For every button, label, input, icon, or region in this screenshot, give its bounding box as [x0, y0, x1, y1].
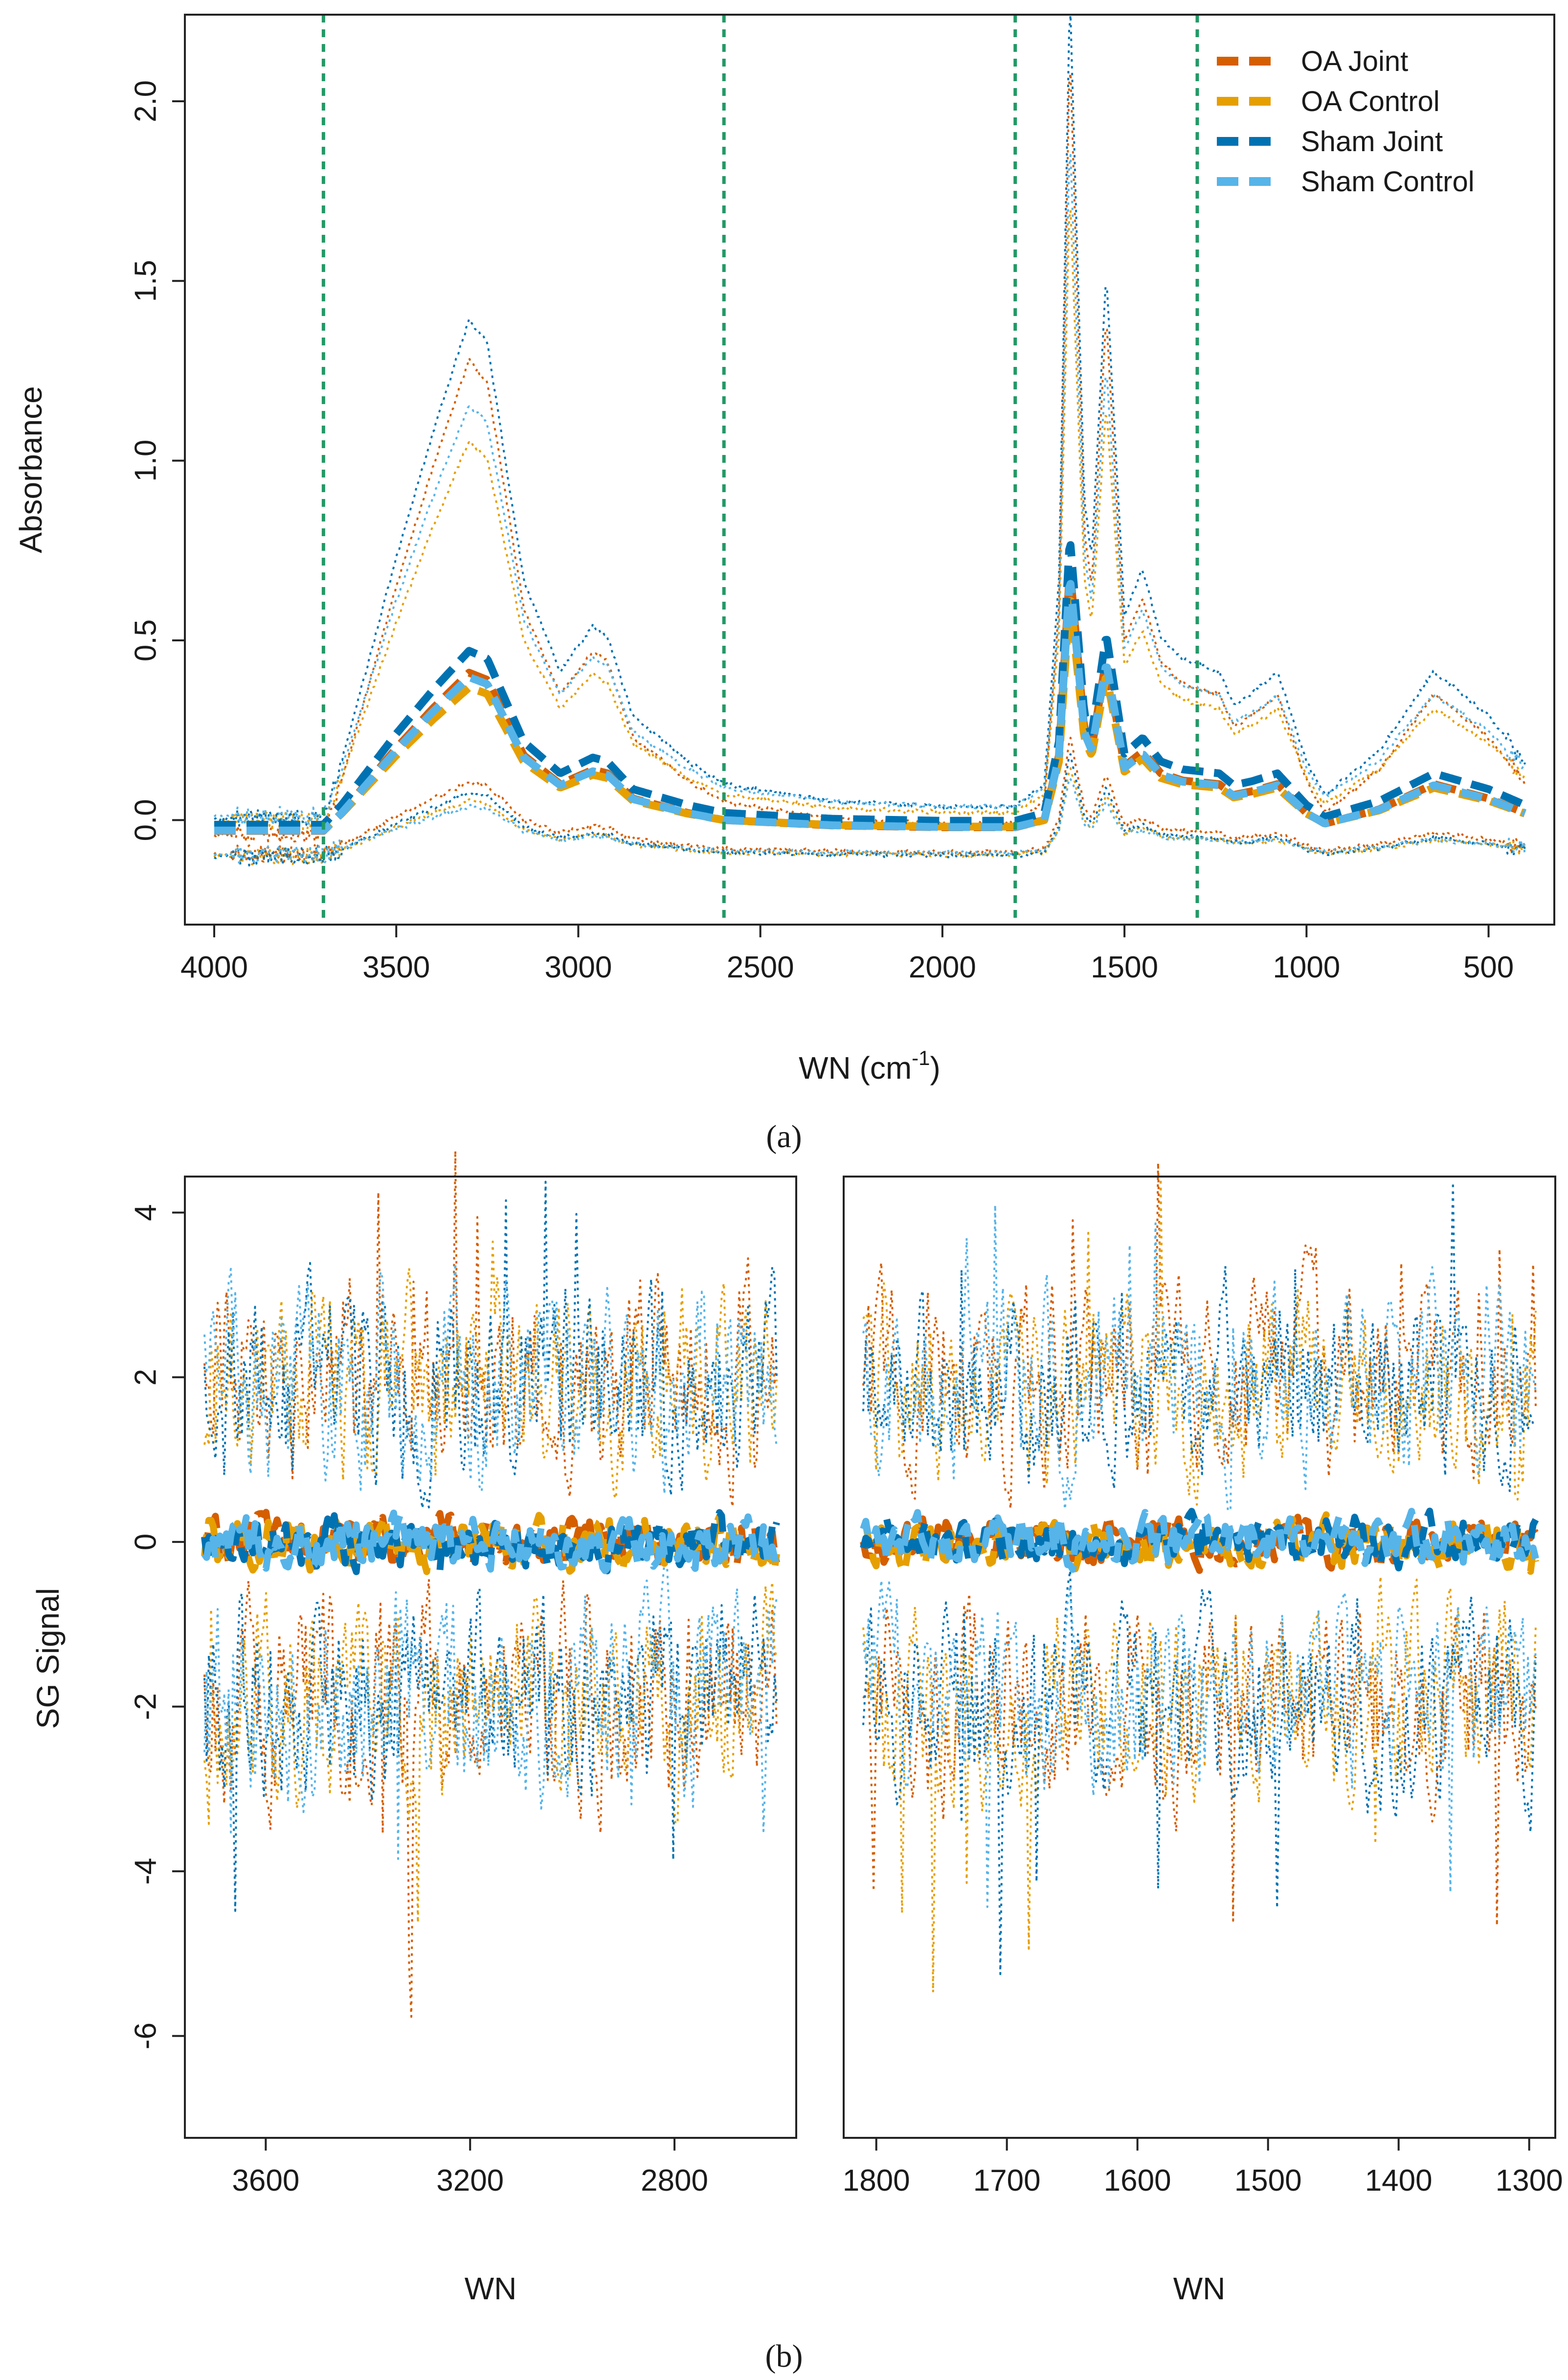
panel-a-x-ticks: 4000 3500 3000 2500 2000 1500 1000 500: [180, 925, 1514, 984]
panel-a-y-tick-label: 0.0: [129, 799, 163, 841]
panel-a-series-line: [212, 580, 1527, 835]
panel-b-right-series-line: [860, 1508, 1539, 1573]
panel-a-y-tick-label: 1.5: [129, 260, 163, 302]
panel-b-left-x-axis-label: WN: [465, 2271, 517, 2306]
panel-a-series-line: [212, 541, 1527, 829]
panel-a-x-tick-label: 3500: [362, 951, 430, 984]
panel-a-y-tick-label: 1.0: [129, 440, 163, 482]
panel-a-x-tick-label: 500: [1463, 951, 1514, 984]
panel-b-left-y-tick-label: -6: [129, 2022, 163, 2049]
panel-a-x-tick-label: 1500: [1091, 951, 1158, 984]
panel-b-y-axis-label: SG Signal: [30, 1588, 66, 1729]
panel-b-right-series-line: [862, 1178, 1537, 1506]
panel-b-right-x-ticks: 1800 1700 1600 1500 1400 1300: [843, 2138, 1563, 2198]
panel-a-x-tick-label: 1000: [1273, 951, 1340, 984]
panel-a-x-axis-label-end: ): [930, 1050, 941, 1086]
panel-a-series-group: [212, 14, 1527, 867]
panel-b-left-x-tick-label: 3600: [232, 2164, 299, 2198]
panel-b-right-chart: 1800 1700 1600 1500 1400 1300 WN: [843, 1161, 1563, 2306]
panel-a-x-tick-label: 4000: [180, 951, 248, 984]
panel-b-right-x-tick-label: 1500: [1234, 2164, 1302, 2198]
panel-a-x-tick-label: 2000: [909, 951, 976, 984]
panel-a-legend-label: Sham Joint: [1301, 126, 1443, 158]
panel-b-left-chart: 3600 3200 2800 -6 -4 -2 0 2 4 WN SG Signal: [30, 1150, 797, 2306]
panel-a-y-tick-label: 0.5: [129, 619, 163, 661]
panel-a-x-tick-label: 3000: [544, 951, 612, 984]
panel-b-left-y-tick-label: 0: [129, 1534, 163, 1550]
panel-b-left-y-tick-label: 4: [129, 1204, 163, 1221]
panel-b-right-series-line: [862, 1161, 1537, 1510]
panel-b-right-x-tick-label: 1600: [1104, 2164, 1171, 2198]
panel-b-right-series-line: [862, 1569, 1537, 1975]
panel-b-left-series-group: [201, 1150, 780, 2018]
panel-b-left-plot-frame: [184, 1176, 797, 2139]
panel-b-left-series-line: [202, 1509, 780, 1574]
panel-a-series-line: [213, 154, 1526, 826]
panel-a-legend-label: OA Joint: [1301, 45, 1408, 77]
panel-b-left-series-line: [203, 1587, 778, 1912]
panel-a-series-line: [214, 209, 1526, 831]
panel-b-right-series-line: [862, 1592, 1537, 1927]
panel-b-left-y-tick-label: 2: [129, 1369, 163, 1385]
panel-a-series-line: [213, 767, 1526, 866]
panel-b-right-x-tick-label: 1400: [1365, 2164, 1433, 2198]
panel-a-caption: (a): [766, 1119, 802, 1155]
panel-b-left-x-tick-label: 2800: [641, 2164, 708, 2198]
panel-a-series-line: [214, 14, 1526, 828]
panel-b-right-series-line: [862, 1204, 1537, 1512]
panel-b-right-x-tick-label: 1300: [1496, 2164, 1563, 2198]
panel-b-left-x-ticks: 3600 3200 2800: [232, 2138, 708, 2198]
panel-b-right-x-tick-label: 1800: [843, 2164, 910, 2198]
panel-a-chart: 4000 3500 3000 2500 2000 1500 1000 500 0.0 0.5 1.…: [13, 14, 1555, 1086]
panel-a-series-line: [214, 777, 1526, 864]
panel-a-x-axis-label-superscript: -1: [912, 1046, 930, 1069]
panel-a-reference-lines: [321, 15, 1199, 925]
panel-a-x-tick-label: 2500: [727, 951, 794, 984]
panel-a-y-axis-label: Absorbance: [13, 386, 48, 553]
panel-a-legend: OA Joint OA Control Sham Joint Sham Control: [1217, 45, 1475, 198]
panel-b-left-series-line: [203, 1262, 778, 1495]
panel-a-x-axis-label: WN (cm-1): [799, 1046, 941, 1086]
panel-a-y-tick-label: 2.0: [129, 80, 163, 122]
panel-a-x-axis-label-main: WN (cm: [799, 1050, 912, 1086]
panel-b-left-x-tick-label: 3200: [436, 2164, 504, 2198]
panel-b-left-y-tick-label: -2: [129, 1693, 163, 1720]
panel-b-right-series-group: [860, 1161, 1539, 1994]
panel-a-y-ticks: 0.0 0.5 1.0 1.5 2.0: [129, 80, 185, 841]
panel-b-right-plot-frame: [843, 1176, 1556, 2139]
panel-b-left-y-tick-label: -4: [129, 1858, 163, 1885]
panel-b-left-y-ticks: -6 -4 -2 0 2 4: [129, 1204, 185, 2049]
panel-b-right-x-axis-label: WN: [1173, 2271, 1226, 2306]
panel-a-legend-label: Sham Control: [1301, 166, 1475, 198]
panel-a-plot-frame: [184, 14, 1555, 926]
panel-b-right-x-tick-label: 1700: [973, 2164, 1041, 2198]
panel-b-left-series-line: [203, 1180, 778, 1510]
panel-b-caption: (b): [765, 2338, 803, 2374]
panel-a-legend-label: OA Control: [1301, 86, 1440, 117]
